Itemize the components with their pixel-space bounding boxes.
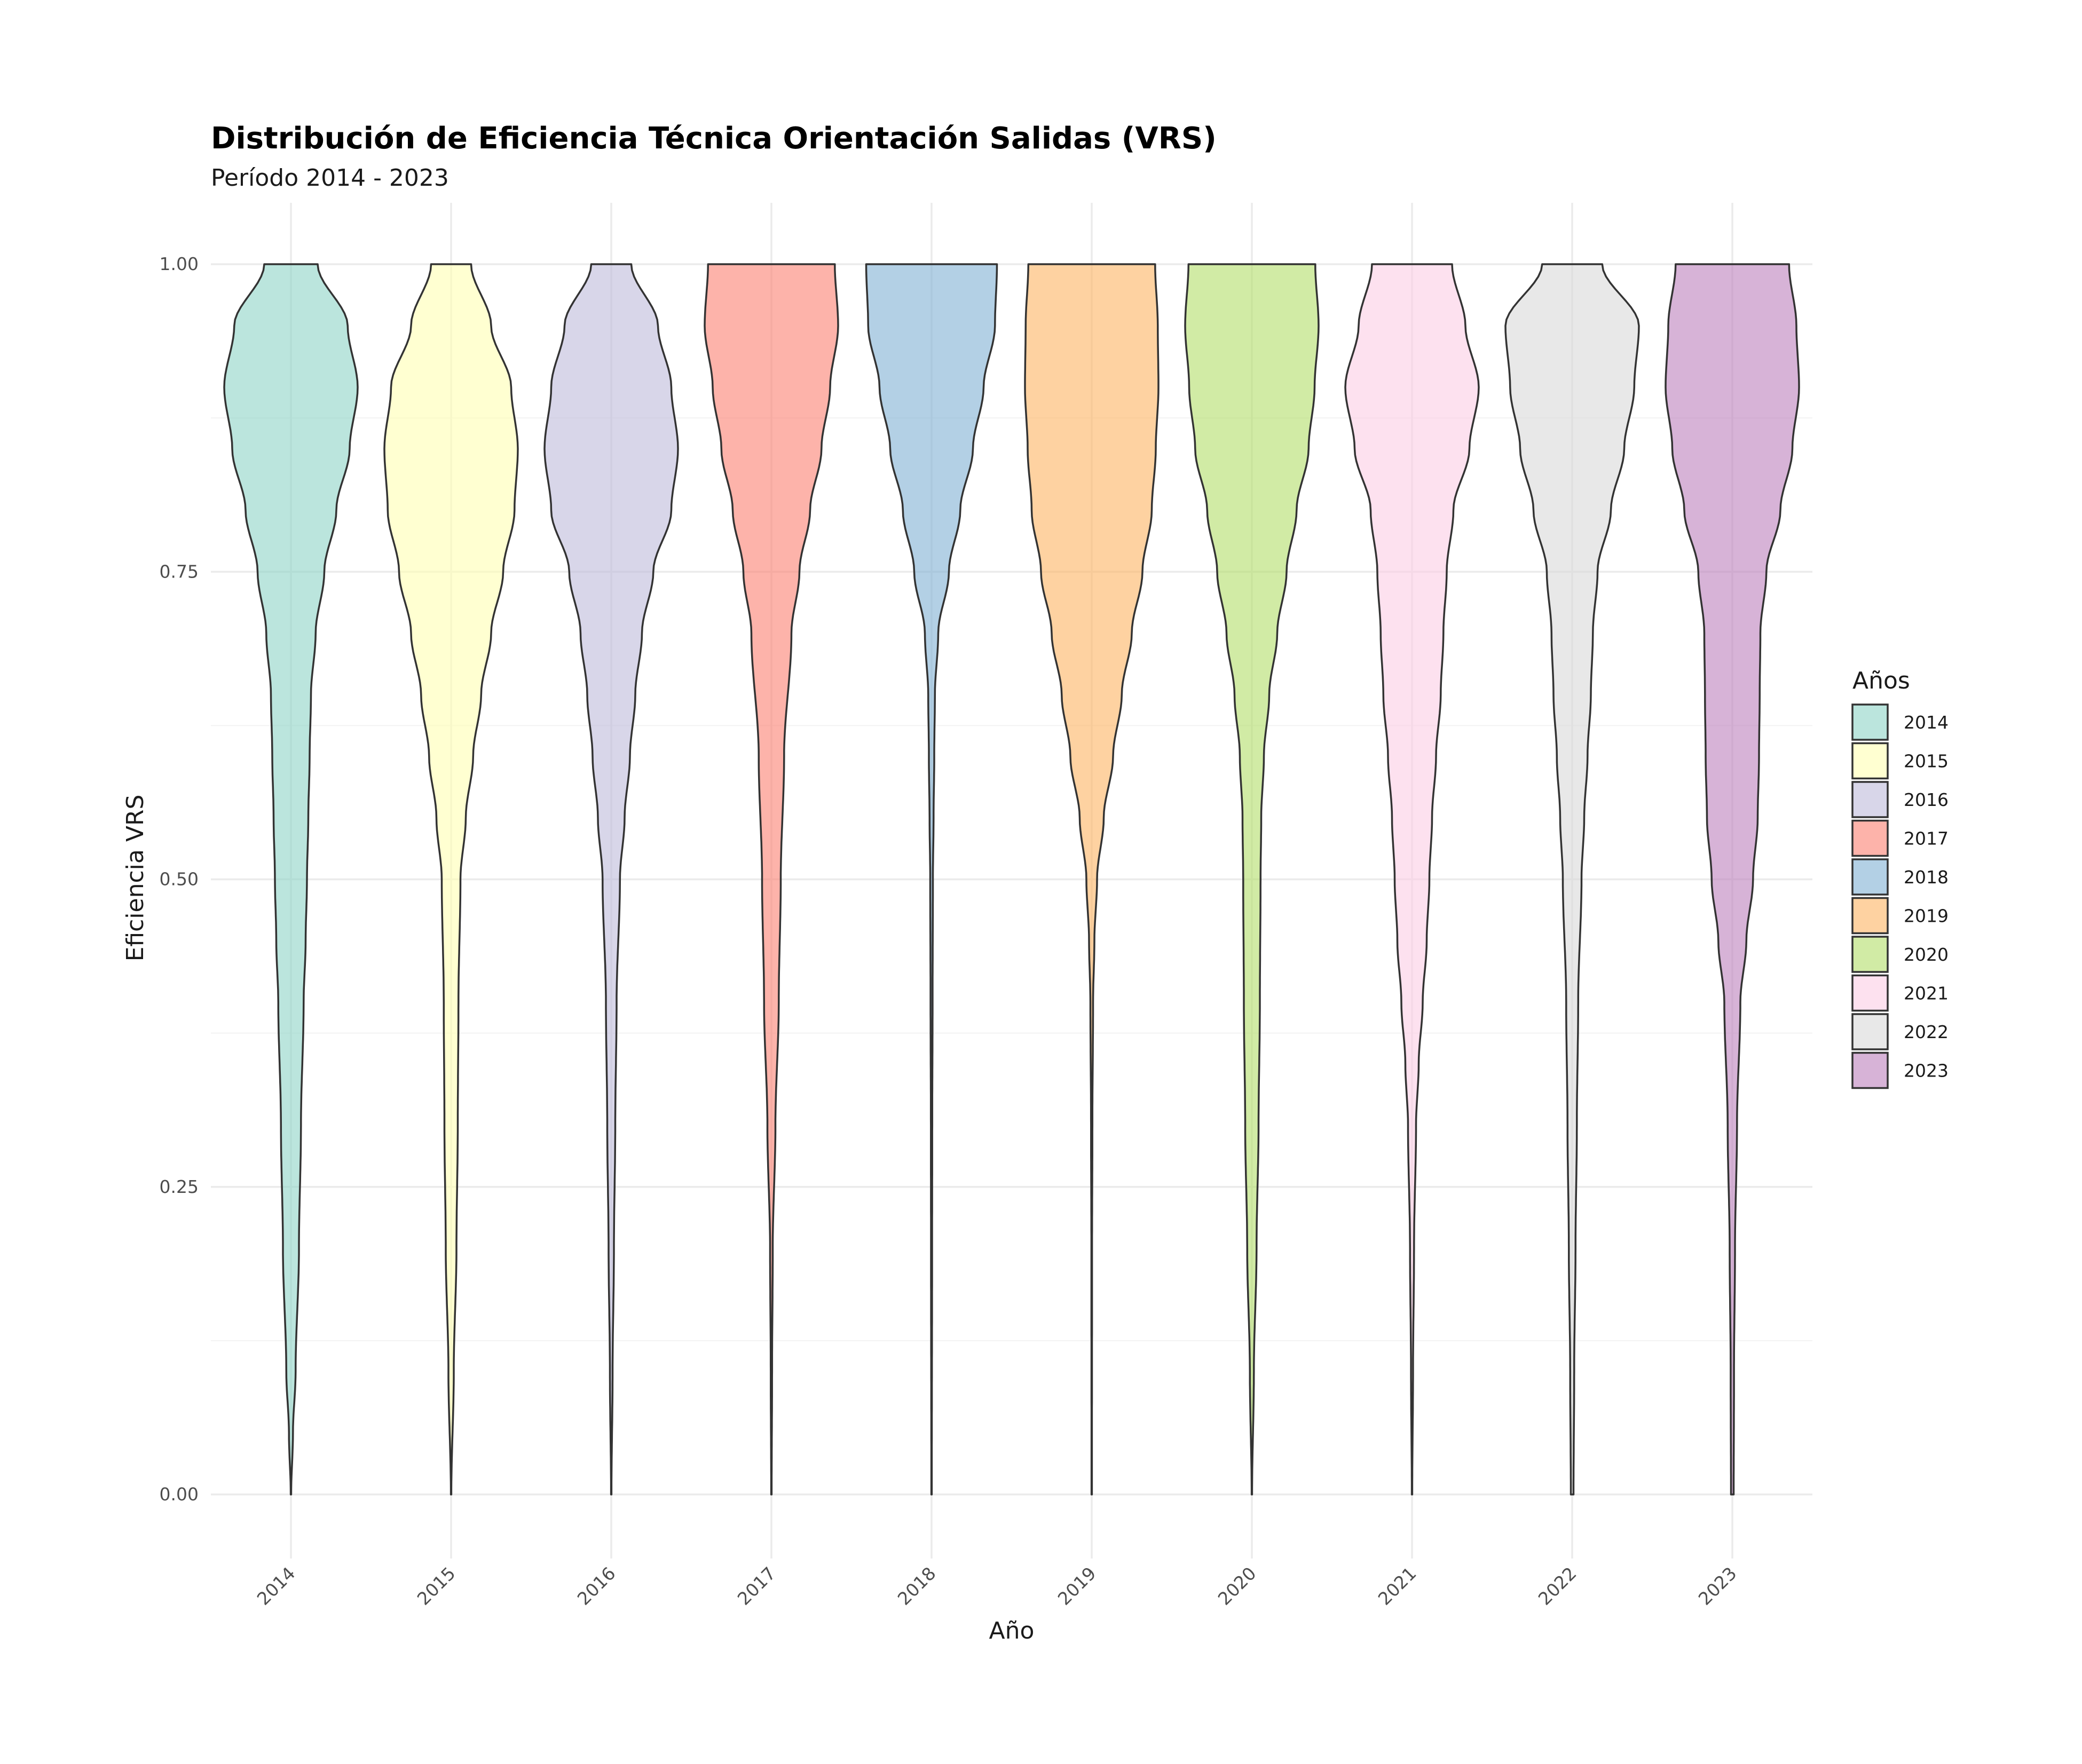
legend-label-2019: 2019 — [1904, 906, 1949, 927]
x-tick-label: 2019 — [1054, 1563, 1100, 1609]
legend-label-2014: 2014 — [1904, 712, 1949, 733]
legend-label-2016: 2016 — [1904, 789, 1949, 810]
violin-2020 — [1184, 263, 1320, 1496]
x-tick-label: 2023 — [1694, 1563, 1741, 1609]
legend-label-2022: 2022 — [1904, 1022, 1949, 1042]
violin-2021 — [1344, 263, 1480, 1496]
violin-2017 — [704, 263, 839, 1496]
x-axis-title: Año — [989, 1617, 1035, 1644]
violin-layer — [223, 263, 1800, 1496]
violin-2014 — [223, 263, 359, 1496]
y-tick-label: 0.25 — [160, 1176, 199, 1197]
y-axis-ticks: 0.00 0.25 0.50 0.75 1.00 — [160, 254, 199, 1505]
x-tick-label: 2022 — [1534, 1563, 1581, 1609]
legend-key-2021 — [1851, 974, 1889, 1012]
y-axis-title: Eficiencia VRS — [122, 795, 149, 962]
legend-key-2017 — [1851, 819, 1889, 857]
legend-title: Años — [1852, 667, 1910, 694]
violin-2022 — [1504, 263, 1640, 1496]
legend-label-2020: 2020 — [1904, 944, 1949, 965]
legend-key-2018 — [1851, 858, 1889, 896]
x-tick-label: 2014 — [253, 1563, 299, 1609]
legend-label-2015: 2015 — [1904, 751, 1949, 772]
legend-key-2023 — [1851, 1051, 1889, 1089]
legend-key-2020 — [1851, 936, 1889, 973]
y-tick-label: 0.75 — [160, 561, 199, 582]
legend-key-2015 — [1851, 742, 1889, 780]
legend-label-2021: 2021 — [1904, 983, 1949, 1004]
x-tick-label: 2015 — [413, 1563, 460, 1609]
y-tick-label: 0.00 — [160, 1484, 199, 1505]
x-axis-ticks: 2014 2015 2016 2017 2018 2019 2020 2021 2022 2023 — [253, 1563, 1741, 1609]
x-tick-label: 2018 — [894, 1563, 940, 1609]
violin-2018 — [865, 263, 998, 1496]
legend-key-2016 — [1851, 781, 1889, 818]
legend-key-2022 — [1851, 1013, 1889, 1050]
legend-label-2017: 2017 — [1904, 828, 1949, 849]
y-tick-label: 0.50 — [160, 869, 199, 890]
violin-2019 — [1024, 263, 1160, 1496]
legend-key-2014 — [1851, 703, 1889, 741]
legend-label-2023: 2023 — [1904, 1061, 1949, 1081]
legend-label-2018: 2018 — [1904, 867, 1949, 888]
violin-2016 — [543, 263, 679, 1496]
x-tick-label: 2017 — [734, 1563, 780, 1609]
violin-2015 — [383, 263, 519, 1496]
x-tick-label: 2020 — [1214, 1563, 1260, 1609]
chart-title: Distribución de Eficiencia Técnica Orien… — [211, 121, 1217, 156]
chart-subtitle: Período 2014 - 2023 — [211, 164, 449, 192]
violin-2023 — [1665, 263, 1800, 1496]
legend: Años 2014 2015 2016 2017 2018 2019 2020 2021 202… — [1851, 667, 1949, 1089]
x-tick-label: 2021 — [1374, 1563, 1421, 1609]
x-tick-label: 2016 — [573, 1563, 620, 1609]
legend-key-2019 — [1851, 897, 1889, 935]
y-tick-label: 1.00 — [160, 254, 199, 274]
